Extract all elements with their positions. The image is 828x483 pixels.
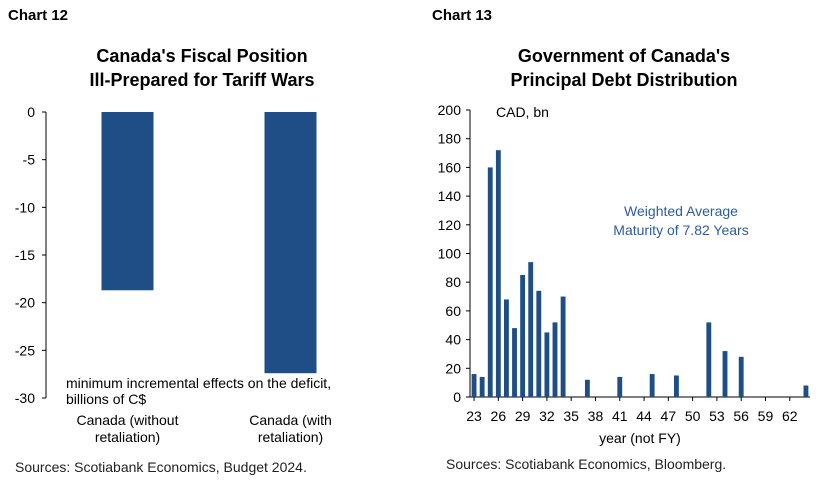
chart12-title: Canada's Fiscal Position: [96, 46, 308, 66]
chart12-label: Chart 12: [8, 7, 69, 24]
chart12-y-tick-label: -15: [15, 247, 35, 263]
chart13-source: Sources: Scotiabank Economics, Bloomberg…: [446, 456, 727, 472]
chart13-bar: [504, 299, 509, 397]
chart12-bar: [264, 112, 317, 374]
chart13-y-tick-label: 20: [445, 360, 461, 376]
chart13-y-tick-label: 0: [453, 389, 461, 405]
chart13-bar: [649, 374, 655, 397]
chart13-bar: [471, 374, 477, 397]
chart12-category-label: Canada (without: [77, 412, 179, 428]
chart13-bar: [495, 150, 501, 397]
chart13-annotation: Maturity of 7.82 Years: [613, 222, 748, 238]
chart13-bar: [512, 328, 517, 397]
chart12-title-block: Canada's Fiscal Position Ill-Prepared fo…: [58, 44, 346, 92]
chart12-category-label: retaliation): [95, 429, 160, 445]
chart12-annotation: minimum incremental effects on the defic…: [66, 375, 331, 391]
chart13-y-tick-label: 200: [438, 102, 462, 118]
chart13-x-tick-label: 59: [758, 408, 774, 424]
chart13-y-tick-label: 180: [438, 131, 462, 147]
chart13-bar: [536, 290, 542, 397]
chart13-y-axis-label: CAD, bn: [496, 104, 549, 120]
chart13-x-tick-label: 26: [491, 408, 507, 424]
chart13-bar: [528, 262, 534, 397]
chart13-y-tick-label: 60: [445, 303, 461, 319]
chart12-y-tick-label: -20: [15, 295, 35, 311]
chart13-x-tick-label: 53: [709, 408, 725, 424]
chart13-y-tick-label: 80: [445, 274, 461, 290]
chart13-x-tick-label: 56: [733, 408, 749, 424]
chart13-x-tick-label: 41: [612, 408, 628, 424]
chart13-bar: [560, 296, 566, 397]
chart12-category-label: retaliation): [258, 429, 323, 445]
chart12-source: Sources: Scotiabank Economics, Budget 20…: [15, 459, 307, 475]
chart13-x-tick-label: 47: [661, 408, 677, 424]
chart13-bar: [552, 322, 558, 397]
chart13-bar: [803, 385, 809, 397]
chart13-bar: [674, 375, 679, 397]
chart13-y-tick-label: 140: [438, 188, 462, 204]
chart12-category-label: Canada (with: [249, 412, 332, 428]
chart13-bar: [617, 376, 623, 397]
chart13-annotation: Weighted Average: [624, 203, 738, 219]
chart13-x-tick-label: 44: [636, 408, 652, 424]
chart12-bar: [101, 112, 154, 291]
chart13-y-tick-label: 160: [438, 159, 462, 175]
chart13-x-tick-label: 35: [563, 408, 579, 424]
chart12-y-tick-label: -25: [15, 342, 35, 358]
chart13-title-block: Government of Canada's Principal Debt Di…: [474, 44, 774, 92]
chart13-title: Government of Canada's: [517, 46, 731, 66]
chart13-bar: [722, 351, 728, 397]
chart13-x-tick-label: 32: [539, 408, 555, 424]
chart13-y-tick-label: 40: [445, 332, 461, 348]
chart13-y-tick-label: 120: [438, 217, 462, 233]
chart13-bar: [584, 379, 590, 397]
chart13-x-tick-label: 23: [466, 408, 482, 424]
chart13-bar: [544, 332, 550, 397]
chart13-subtitle: Principal Debt Distribution: [510, 70, 738, 90]
chart12-annotation: billions of C$: [66, 391, 146, 407]
chart12-y-tick-label: -5: [23, 152, 36, 168]
chart13-y-tick-label: 100: [438, 246, 462, 262]
chart13-label: Chart 13: [432, 7, 493, 24]
chart12-y-tick-label: 0: [27, 104, 35, 120]
chart13-x-tick-label: 50: [685, 408, 701, 424]
chart13-bar: [487, 167, 493, 397]
chart12-y-tick-label: -10: [15, 199, 35, 215]
chart13-bar: [479, 376, 485, 397]
chart13-bar: [706, 322, 712, 397]
chart13-x-tick-label: 62: [782, 408, 798, 424]
chart13-bar: [738, 356, 744, 397]
chart13-x-axis-label: year (not FY): [599, 430, 681, 446]
chart13-bar: [520, 275, 526, 397]
chart12-subtitle: Ill-Prepared for Tariff Wars: [89, 70, 315, 90]
chart13-x-tick-label: 38: [588, 408, 604, 424]
chart13-x-tick-label: 29: [515, 408, 531, 424]
chart12-y-tick-label: -30: [15, 390, 35, 406]
